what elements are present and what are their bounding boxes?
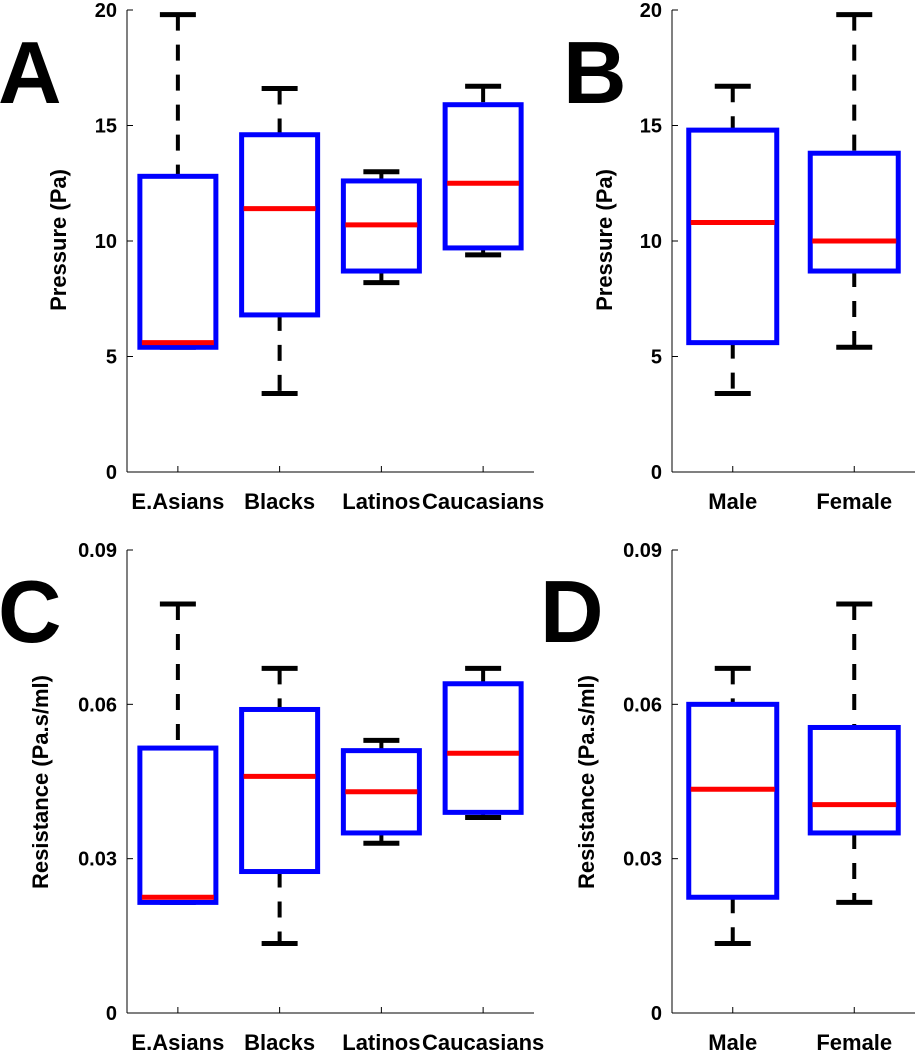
y-tick-label: 0.03 <box>623 849 662 871</box>
plot-area: 0 0.03 0.06 0.09 Male Female <box>623 540 915 1050</box>
y-axis-label: Pressure (Pa) <box>46 169 71 311</box>
x-tick-label: E.Asians <box>131 489 224 514</box>
box-blacks <box>239 665 321 947</box>
plot-area: 0 5 10 15 20 Male Female <box>640 0 915 514</box>
y-tick-label: 10 <box>640 231 662 253</box>
x-tick-label: Blacks <box>244 1030 315 1050</box>
box-blacks <box>239 86 321 396</box>
panel-c: C Resistance (Pa.s/ml) 0 0.03 0.06 0.09 E.As… <box>0 540 544 1050</box>
x-tick-label: E.Asians <box>131 1030 224 1050</box>
box-latinos <box>340 737 422 846</box>
panel-letter: B <box>563 23 627 122</box>
y-tick-label: 0 <box>651 462 662 484</box>
panel-letter: A <box>0 23 62 122</box>
y-tick-label: 0 <box>651 1003 662 1025</box>
box-e-asians <box>137 601 219 905</box>
y-tick-label: 15 <box>95 116 117 138</box>
y-tick-label: 10 <box>95 231 117 253</box>
y-axis-label: Pressure (Pa) <box>592 169 617 311</box>
iqr-box <box>239 132 321 318</box>
x-tick-label: Male <box>708 1030 757 1050</box>
iqr-box <box>137 173 219 350</box>
y-tick-label: 5 <box>651 347 662 369</box>
y-tick-label: 0.09 <box>623 540 662 562</box>
panel-letter: C <box>0 562 62 661</box>
iqr-box <box>442 681 524 815</box>
x-tick-label: Latinos <box>342 489 420 514</box>
y-tick-label: 20 <box>640 0 662 22</box>
box-female <box>807 12 901 350</box>
iqr-box <box>807 724 901 836</box>
iqr-box <box>686 701 780 900</box>
x-tick-label: Female <box>816 489 892 514</box>
box-male <box>686 665 780 947</box>
panel-d: D Resistance (Pa.s/ml) 0 0.03 0.06 0.09 Male… <box>540 540 915 1050</box>
y-tick-label: 20 <box>95 0 117 22</box>
y-axis-label: Resistance (Pa.s/ml) <box>28 675 53 889</box>
x-tick-label: Caucasians <box>422 1030 544 1050</box>
iqr-box <box>442 102 524 251</box>
y-tick-label: 0.06 <box>623 694 662 716</box>
y-tick-label: 0.06 <box>78 694 117 716</box>
box-caucasians <box>442 665 524 821</box>
iqr-box <box>239 706 321 875</box>
x-tick-label: Male <box>708 489 757 514</box>
y-tick-label: 0 <box>106 462 117 484</box>
y-tick-label: 0.03 <box>78 849 117 871</box>
box-e-asians <box>137 12 219 350</box>
y-tick-label: 15 <box>640 116 662 138</box>
y-axis-label: Resistance (Pa.s/ml) <box>574 675 599 889</box>
x-tick-label: Blacks <box>244 489 315 514</box>
panel-letter: D <box>540 562 604 661</box>
box-caucasians <box>442 83 524 258</box>
plot-area: 0 0.03 0.06 0.09 E.Asians Blacks Latinos Caucas… <box>78 540 544 1050</box>
x-tick-label: Caucasians <box>422 489 544 514</box>
iqr-box <box>137 745 219 905</box>
y-tick-label: 5 <box>106 347 117 369</box>
y-tick-label: 0 <box>106 1003 117 1025</box>
plot-area: 0 5 10 15 20 E.Asians Blacks Latinos Caucasians <box>95 0 545 514</box>
x-tick-label: Latinos <box>342 1030 420 1050</box>
box-male <box>686 83 780 396</box>
box-latinos <box>340 169 422 286</box>
iqr-box <box>686 127 780 346</box>
panel-a: A Pressure (Pa) 0 5 10 15 20 E.Asians Blacks La… <box>0 0 544 514</box>
iqr-box <box>807 150 901 274</box>
x-tick-label: Female <box>816 1030 892 1050</box>
box-female <box>807 601 901 905</box>
y-tick-label: 0.09 <box>78 540 117 562</box>
panel-b: B Pressure (Pa) 0 5 10 15 20 Male Female <box>563 0 915 514</box>
